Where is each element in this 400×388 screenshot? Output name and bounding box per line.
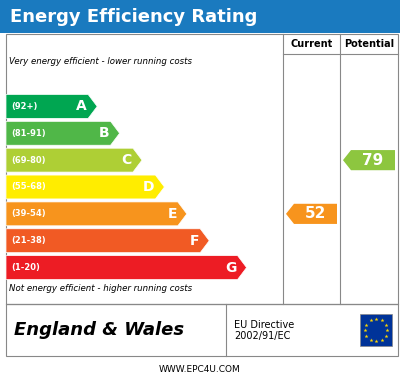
Text: F: F xyxy=(190,234,199,248)
Text: (1-20): (1-20) xyxy=(11,263,40,272)
Text: England & Wales: England & Wales xyxy=(14,321,184,339)
Polygon shape xyxy=(6,148,142,172)
Text: G: G xyxy=(225,261,236,275)
Polygon shape xyxy=(343,150,395,170)
Text: Potential: Potential xyxy=(344,39,394,49)
Bar xyxy=(0,0,400,33)
Text: Very energy efficient - lower running costs: Very energy efficient - lower running co… xyxy=(9,57,192,66)
Text: C: C xyxy=(122,153,132,167)
Bar xyxy=(360,314,392,346)
Text: D: D xyxy=(143,180,154,194)
Text: Current: Current xyxy=(290,39,333,49)
Text: (39-54): (39-54) xyxy=(11,210,46,218)
Polygon shape xyxy=(6,175,164,199)
Text: 52: 52 xyxy=(305,206,326,222)
Text: 79: 79 xyxy=(362,152,384,168)
Text: (92+): (92+) xyxy=(11,102,37,111)
Bar xyxy=(6,34,398,304)
Polygon shape xyxy=(6,121,120,145)
Bar xyxy=(6,304,398,356)
Text: (69-80): (69-80) xyxy=(11,156,46,165)
Text: (21-38): (21-38) xyxy=(11,236,46,245)
Polygon shape xyxy=(286,204,337,224)
Text: B: B xyxy=(99,126,110,140)
Text: (55-68): (55-68) xyxy=(11,182,46,192)
Text: 2002/91/EC: 2002/91/EC xyxy=(234,331,290,341)
Text: WWW.EPC4U.COM: WWW.EPC4U.COM xyxy=(159,365,241,374)
Text: A: A xyxy=(76,99,87,113)
Polygon shape xyxy=(6,256,246,279)
Polygon shape xyxy=(6,202,187,226)
Text: E: E xyxy=(167,207,177,221)
Polygon shape xyxy=(6,95,97,118)
Text: Not energy efficient - higher running costs: Not energy efficient - higher running co… xyxy=(9,284,192,293)
Text: (81-91): (81-91) xyxy=(11,129,46,138)
Text: EU Directive: EU Directive xyxy=(234,320,294,330)
Polygon shape xyxy=(6,229,209,253)
Text: Energy Efficiency Rating: Energy Efficiency Rating xyxy=(10,7,257,26)
